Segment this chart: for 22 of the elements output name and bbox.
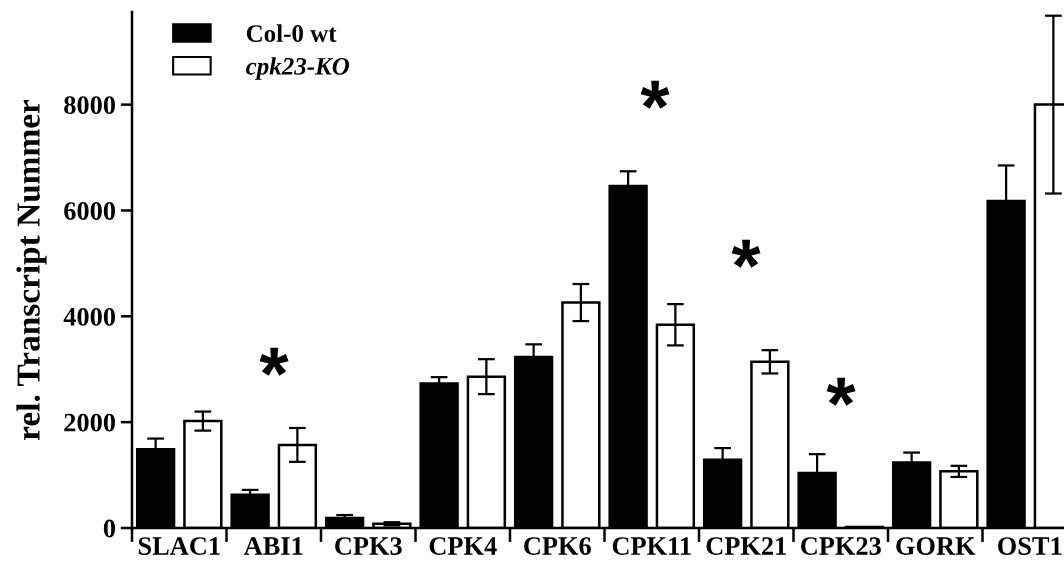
x-tick-label: CPK23 xyxy=(801,537,881,555)
y-tick-label: 8000 xyxy=(64,96,116,115)
x-tick-label: CPK21 xyxy=(706,537,786,555)
y-tick-label: 2000 xyxy=(64,413,116,432)
x-tick-label: CPK4 xyxy=(429,537,497,555)
annotation: * xyxy=(259,347,289,376)
x-tick-label: OST1 xyxy=(998,537,1062,555)
x-tick-label: CPK11 xyxy=(612,537,691,555)
legend-label: cpk23-KO xyxy=(246,57,350,80)
x-tick-label: CPK6 xyxy=(524,537,591,555)
annotation: * xyxy=(826,377,856,406)
x-tick-label: GORK xyxy=(896,537,976,555)
y-axis-title: rel. Transcript Nummer xyxy=(16,99,47,440)
x-tick-label: CPK3 xyxy=(335,537,402,555)
annotation: * xyxy=(640,80,670,109)
x-tick-label: SLAC1 xyxy=(138,537,220,555)
y-tick-label: 6000 xyxy=(64,202,116,220)
legend-label: Col-0 wt xyxy=(246,24,337,42)
y-tick-label: 4000 xyxy=(63,307,116,326)
annotation: * xyxy=(731,239,761,268)
x-tick-label: ABI1 xyxy=(243,537,303,555)
y-tick-label: 0 xyxy=(103,519,116,538)
